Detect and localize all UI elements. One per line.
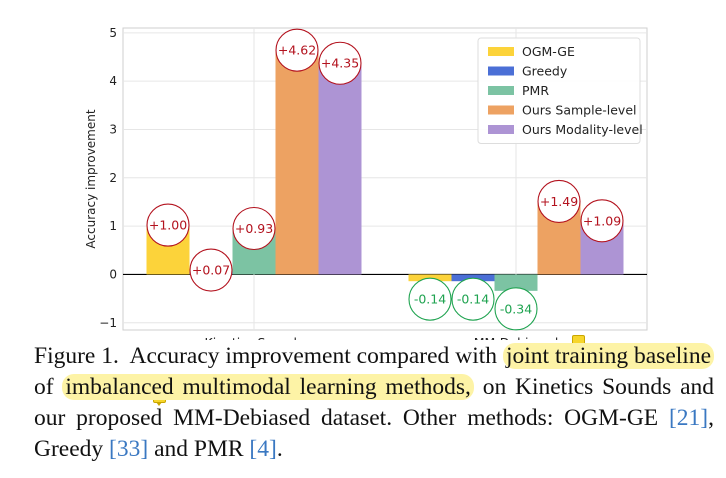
data-label-circle (580, 199, 624, 243)
caption-text: . (276, 436, 283, 462)
data-label-circle (275, 28, 319, 72)
bar (494, 274, 538, 291)
caption-text: and PMR (154, 436, 244, 462)
bar (318, 64, 362, 275)
data-label: -0.34 (500, 301, 532, 316)
data-label-circle (189, 248, 233, 292)
y-tick-label: 2 (109, 171, 117, 185)
caption-text: Accuracy improvement compared with (129, 343, 498, 369)
data-label: +4.62 (278, 43, 316, 58)
chart-area: −1 0 1 2 3 4 5 Kinetics Sounds MM-Debiased Accura… (84, 26, 648, 340)
legend-label: Ours Modality-level (522, 122, 643, 137)
data-label-circle (494, 287, 538, 331)
data-label: -0.14 (457, 292, 489, 307)
caption-text: of (34, 374, 54, 400)
legend-swatch (488, 125, 514, 134)
citation-link[interactable]: [21] (668, 405, 709, 431)
data-label: +1.00 (149, 218, 187, 233)
legend-label: PMR (522, 83, 549, 98)
x-tick-label: Kinetics Sounds (205, 335, 304, 340)
citation-link[interactable]: [33] (109, 436, 149, 462)
data-label-circle (146, 203, 190, 247)
data-label-circle (537, 179, 581, 223)
citation-link[interactable]: [4] (249, 436, 277, 462)
data-label: -0.14 (414, 292, 446, 307)
data-label: +1.49 (540, 194, 578, 209)
legend-label: Greedy (522, 64, 568, 79)
bar (275, 51, 319, 275)
caption-text: on Kinetics Sounds and our proposed MM-D… (34, 374, 715, 431)
legend-label: Ours Sample-level (522, 103, 637, 118)
highlight-joint-training[interactable]: joint training baseline (502, 343, 715, 369)
legend-box (477, 37, 641, 144)
legend-swatch (488, 86, 514, 95)
caption-text: , Greedy (34, 405, 714, 462)
figure-label: Figure 1. (34, 343, 119, 369)
data-label: +1.09 (583, 213, 621, 228)
bar-chart: −1 0 1 2 3 4 5 Kinetics Sounds MM-Debiased Accura… (84, 26, 648, 340)
y-tick-label: 5 (109, 26, 117, 40)
data-label: +4.35 (321, 56, 359, 71)
legend-swatch (488, 105, 514, 115)
legend-swatch (488, 47, 514, 56)
y-tick-label: 1 (109, 219, 117, 233)
y-tick-label: 0 (109, 267, 117, 281)
legend-swatch (488, 66, 514, 76)
y-tick-label: −1 (99, 316, 117, 330)
legend-label: OGM-GE (522, 44, 575, 59)
data-label-circle (232, 206, 276, 251)
y-tick-label: 3 (109, 122, 117, 136)
x-tick-label: MM-Debiased (474, 335, 559, 340)
data-label: +0.93 (235, 221, 273, 236)
highlight-imbalanced-methods[interactable]: imbalanced multimodal learning methods, (62, 374, 474, 400)
data-label: +0.07 (192, 263, 230, 278)
figure-caption: Figure 1. Accuracy improvement compared … (34, 341, 714, 465)
data-label-circle (318, 41, 362, 85)
y-axis-label: Accuracy improvement (84, 109, 98, 248)
data-label-circle (451, 277, 495, 321)
y-tick-label: 4 (109, 74, 117, 88)
data-label-circle (408, 277, 452, 321)
